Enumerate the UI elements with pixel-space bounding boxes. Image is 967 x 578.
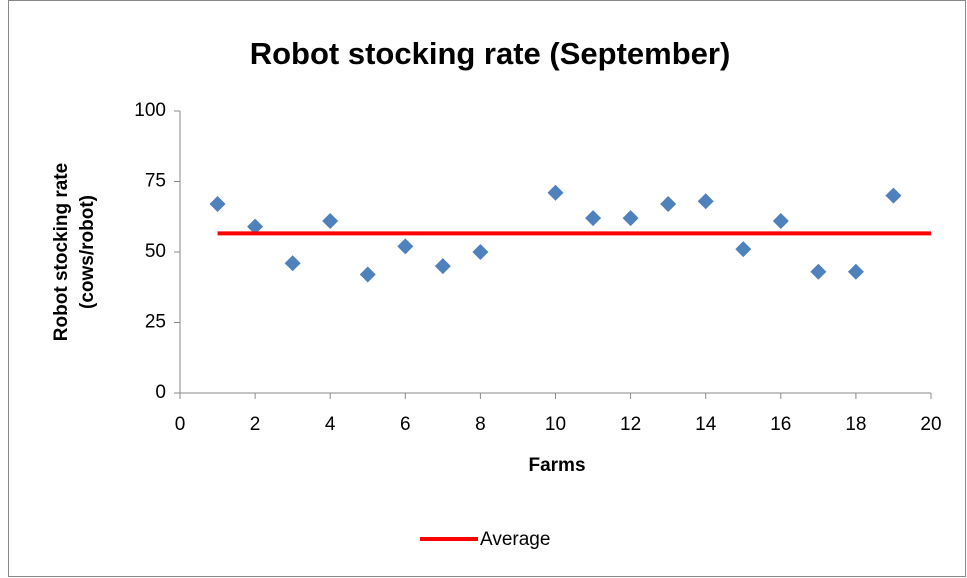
- x-tick-label: 6: [400, 414, 411, 435]
- point: [697, 193, 714, 210]
- y-axis-label: Robot stocking rate: [51, 163, 72, 341]
- point: [397, 238, 414, 255]
- x-tick-label: 2: [250, 414, 261, 435]
- point: [547, 184, 564, 201]
- y-tick-label: 25: [145, 312, 166, 333]
- point: [810, 263, 827, 280]
- point: [660, 196, 677, 213]
- point: [209, 196, 226, 213]
- point: [434, 258, 451, 275]
- point: [322, 212, 339, 229]
- y-tick-label: 100: [134, 100, 166, 121]
- legend-label: Average: [480, 529, 550, 550]
- y-axis-label: (cows/robot): [77, 195, 98, 309]
- x-tick-label: 12: [620, 414, 641, 435]
- x-axis-label: Farms: [528, 455, 585, 476]
- x-tick-label: 16: [770, 414, 791, 435]
- x-tick-label: 4: [325, 414, 336, 435]
- point: [247, 218, 264, 235]
- x-tick-label: 10: [545, 414, 566, 435]
- point: [772, 212, 789, 229]
- point: [735, 241, 752, 258]
- x-tick-label: 0: [175, 414, 186, 435]
- chart-title: Robot stocking rate (September): [250, 36, 731, 71]
- x-tick-label: 8: [475, 414, 486, 435]
- y-tick-label: 50: [145, 241, 166, 262]
- point: [847, 263, 864, 280]
- y-tick-label: 75: [145, 171, 166, 192]
- x-tick-label: 14: [695, 414, 717, 435]
- chart-border: [8, 0, 966, 577]
- y-tick-label: 0: [155, 382, 166, 403]
- point: [622, 210, 639, 227]
- x-tick-label: 18: [845, 414, 866, 435]
- point: [284, 255, 301, 272]
- point: [472, 244, 489, 260]
- x-tick-label: 20: [920, 414, 941, 435]
- point: [585, 210, 602, 227]
- point: [885, 187, 902, 204]
- point: [359, 266, 376, 283]
